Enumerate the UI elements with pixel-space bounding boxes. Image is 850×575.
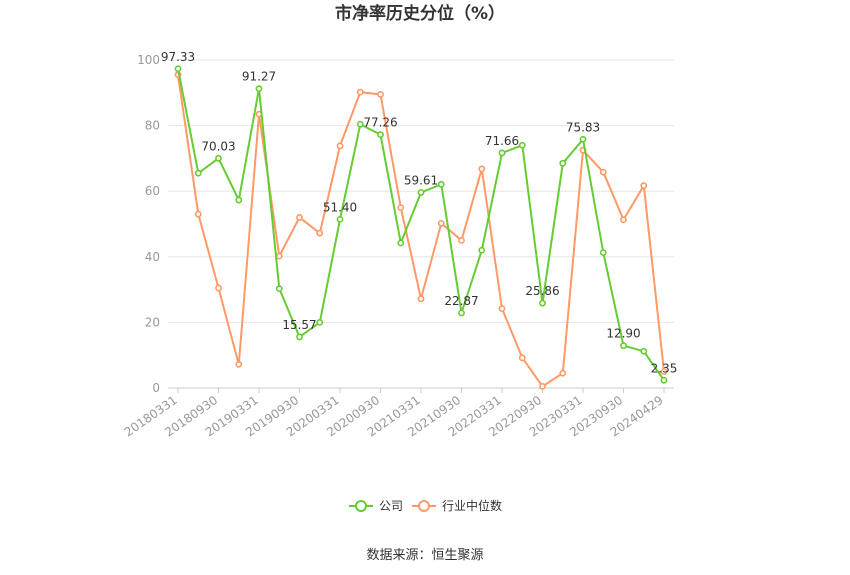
data-point[interactable] [397, 204, 405, 211]
data-label: 59.61 [404, 173, 438, 187]
data-point[interactable] [518, 354, 526, 362]
y-tick-label: 80 [145, 119, 160, 133]
data-point[interactable] [498, 149, 506, 157]
data-point[interactable] [275, 285, 283, 293]
data-point[interactable] [599, 249, 607, 256]
data-point[interactable] [599, 168, 607, 176]
legend-label: 公司 [379, 499, 403, 513]
data-point[interactable] [417, 189, 425, 196]
data-label: 71.66 [485, 134, 519, 148]
series [174, 65, 668, 390]
data-point[interactable] [215, 154, 222, 162]
data-point[interactable] [620, 342, 627, 350]
y-tick-label: 60 [145, 184, 160, 198]
data-point[interactable] [397, 239, 405, 247]
data-point[interactable] [235, 196, 243, 204]
data-label: 25.86 [525, 284, 559, 298]
data-point[interactable] [437, 219, 445, 227]
data-point[interactable] [539, 382, 546, 390]
data-point[interactable] [356, 120, 364, 128]
data-point[interactable] [215, 284, 222, 292]
data-point[interactable] [417, 295, 425, 303]
data-point[interactable] [640, 182, 648, 190]
y-tick-label: 100 [137, 53, 160, 67]
data-label: 70.03 [201, 139, 235, 153]
data-label: 12.90 [606, 327, 640, 341]
data-label: 91.27 [242, 70, 276, 84]
legend-label: 行业中位数 [442, 498, 502, 513]
data-point[interactable] [275, 252, 283, 260]
data-point[interactable] [255, 85, 263, 93]
data-label: 2.35 [651, 361, 678, 375]
data-point[interactable] [336, 142, 344, 150]
data-point[interactable] [539, 299, 546, 307]
data-label: 97.33 [161, 50, 195, 64]
data-point[interactable] [620, 216, 627, 224]
data-point[interactable] [660, 376, 668, 384]
y-tick-label: 0 [152, 381, 160, 395]
data-point[interactable] [559, 159, 567, 167]
legend-swatch-marker [418, 500, 430, 512]
data-point[interactable] [437, 180, 445, 188]
data-point[interactable] [296, 333, 303, 341]
data-point[interactable] [235, 360, 243, 368]
y-tick-label: 20 [145, 315, 160, 329]
source-note: 数据来源：恒生聚源 [366, 548, 483, 563]
legend-item-0[interactable]: 公司 [349, 499, 403, 513]
data-point[interactable] [640, 347, 648, 355]
chart-title: 市净率历史分位（%） [335, 3, 505, 24]
data-point[interactable] [579, 135, 587, 143]
data-labels: 97.33 70.03 91.27 15.57 51.40 77.26 59.61 22.87… [161, 50, 678, 376]
data-label: 75.83 [566, 120, 600, 134]
data-label: 15.57 [282, 318, 316, 332]
data-point[interactable] [478, 165, 486, 173]
data-point[interactable] [458, 236, 465, 244]
data-point[interactable] [194, 169, 202, 177]
data-point[interactable] [559, 369, 567, 377]
data-point[interactable] [336, 216, 344, 223]
legend-item-1[interactable]: 行业中位数 [412, 498, 502, 513]
data-point[interactable] [316, 229, 324, 237]
data-point[interactable] [518, 141, 526, 149]
y-tick-label: 40 [145, 250, 160, 264]
data-label: 22.87 [444, 294, 478, 308]
data-point[interactable] [478, 246, 486, 254]
data-point[interactable] [660, 368, 668, 375]
data-point[interactable] [458, 309, 465, 317]
data-label: 77.26 [363, 116, 397, 130]
data-point[interactable] [377, 91, 384, 98]
data-point[interactable] [174, 65, 182, 73]
data-point[interactable] [498, 305, 506, 313]
axes: 0204060801002018033120180930201903312019… [122, 53, 674, 439]
legend-swatch-marker [355, 500, 367, 512]
data-point[interactable] [356, 88, 364, 96]
data-point[interactable] [296, 214, 303, 221]
data-point[interactable] [377, 131, 384, 138]
data-point[interactable] [194, 210, 202, 218]
data-label: 51.40 [323, 200, 357, 214]
data-point[interactable] [316, 318, 324, 326]
legend[interactable]: 公司 行业中位数 [349, 498, 502, 513]
